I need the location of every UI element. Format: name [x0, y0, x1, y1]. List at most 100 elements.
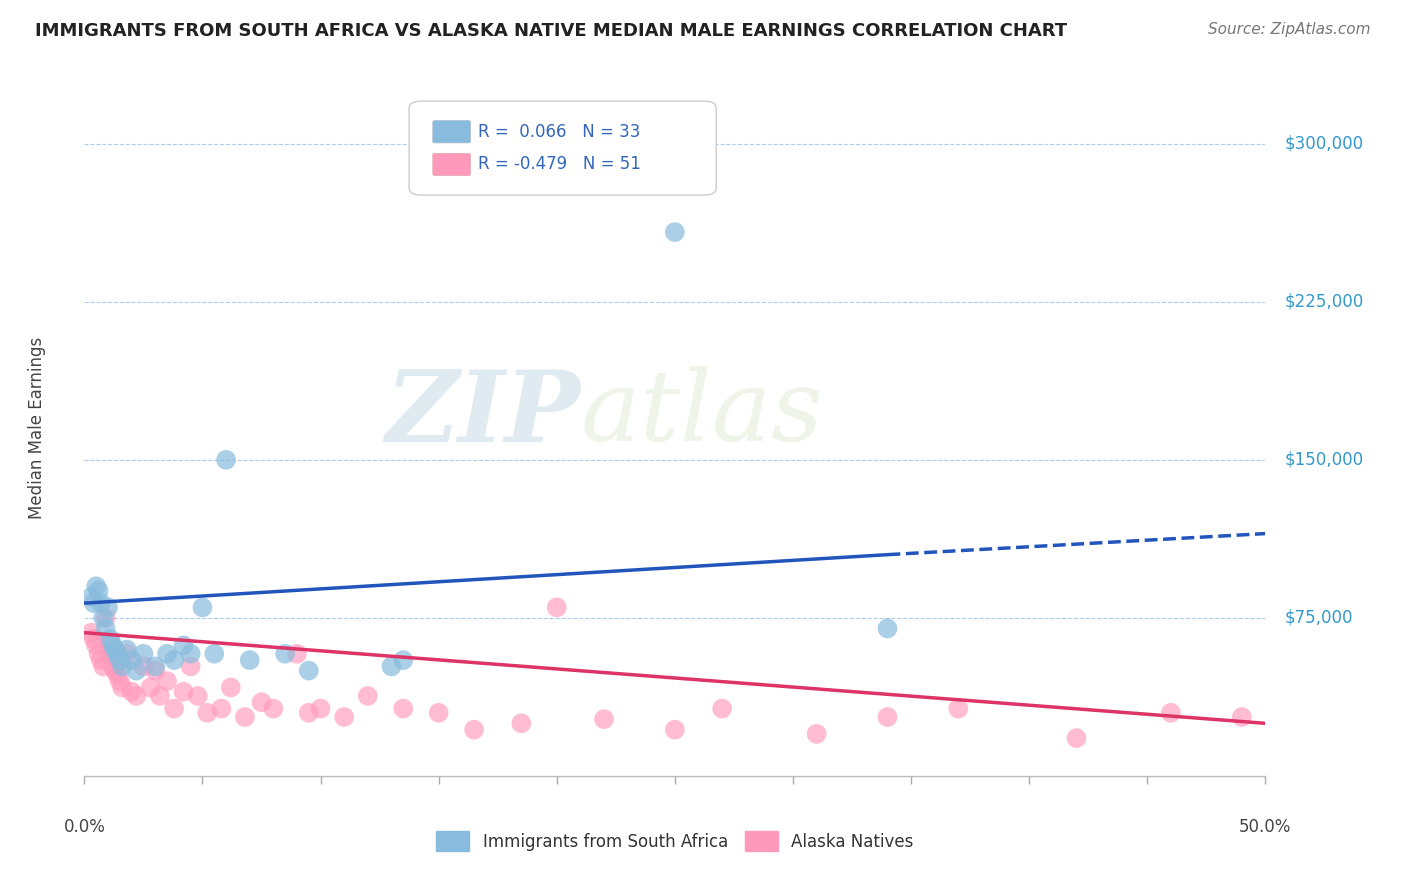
Point	[392, 701, 415, 715]
Point	[91, 611, 114, 625]
Point	[80, 590, 103, 604]
Point	[173, 638, 195, 652]
Point	[97, 600, 120, 615]
Point	[121, 653, 143, 667]
Text: $75,000: $75,000	[1284, 609, 1353, 627]
Point	[149, 689, 172, 703]
Point	[156, 674, 179, 689]
Text: atlas: atlas	[581, 367, 823, 462]
Point	[125, 689, 148, 703]
Point	[180, 647, 202, 661]
Text: R =  0.066   N = 33: R = 0.066 N = 33	[478, 123, 640, 141]
Text: $300,000: $300,000	[1284, 135, 1364, 153]
Point	[87, 583, 110, 598]
Point	[84, 638, 107, 652]
Point	[143, 664, 166, 678]
Point	[806, 727, 828, 741]
Point	[215, 452, 238, 467]
Point	[98, 647, 121, 661]
Point	[180, 659, 202, 673]
Point	[298, 706, 321, 720]
Point	[115, 647, 138, 661]
Point	[309, 701, 332, 715]
Point	[156, 647, 179, 661]
FancyBboxPatch shape	[409, 101, 716, 195]
Point	[380, 659, 402, 673]
Point	[83, 632, 105, 646]
Point	[90, 653, 112, 667]
Point	[1066, 731, 1088, 745]
Point	[107, 668, 129, 682]
Point	[948, 701, 970, 715]
Text: $150,000: $150,000	[1284, 450, 1364, 469]
Point	[163, 701, 186, 715]
Text: 50.0%: 50.0%	[1239, 818, 1292, 836]
Point	[274, 647, 297, 661]
Point	[357, 689, 380, 703]
Point	[143, 659, 166, 673]
Legend: Immigrants from South Africa, Alaska Natives: Immigrants from South Africa, Alaska Nat…	[429, 824, 921, 858]
Point	[285, 647, 308, 661]
Point	[195, 706, 218, 720]
Point	[101, 659, 124, 673]
Point	[98, 632, 121, 646]
Point	[91, 659, 114, 673]
Point	[250, 695, 273, 709]
Point	[876, 622, 898, 636]
Point	[664, 723, 686, 737]
Point	[664, 225, 686, 239]
Point	[463, 723, 485, 737]
Point	[173, 684, 195, 698]
Text: Source: ZipAtlas.com: Source: ZipAtlas.com	[1208, 22, 1371, 37]
Point	[233, 710, 256, 724]
Text: $225,000: $225,000	[1284, 293, 1364, 310]
Point	[115, 642, 138, 657]
Point	[111, 681, 134, 695]
Point	[202, 647, 225, 661]
Point	[1160, 706, 1182, 720]
Text: R = -0.479   N = 51: R = -0.479 N = 51	[478, 155, 641, 173]
Point	[87, 647, 110, 661]
Point	[125, 664, 148, 678]
Point	[239, 653, 262, 667]
Point	[546, 600, 568, 615]
Point	[121, 684, 143, 698]
Point	[107, 647, 129, 661]
Point	[108, 653, 131, 667]
Point	[333, 710, 356, 724]
Text: 0.0%: 0.0%	[63, 818, 105, 836]
Point	[711, 701, 734, 715]
Point	[94, 622, 117, 636]
Text: IMMIGRANTS FROM SOUTH AFRICA VS ALASKA NATIVE MEDIAN MALE EARNINGS CORRELATION C: IMMIGRANTS FROM SOUTH AFRICA VS ALASKA N…	[35, 22, 1067, 40]
Point	[101, 638, 124, 652]
Text: Median Male Earnings: Median Male Earnings	[28, 337, 46, 519]
Point	[1230, 710, 1253, 724]
Point	[187, 689, 209, 703]
Point	[427, 706, 450, 720]
Point	[163, 653, 186, 667]
Point	[104, 642, 127, 657]
Point	[132, 647, 155, 661]
Point	[593, 712, 616, 726]
Point	[83, 596, 105, 610]
Point	[90, 596, 112, 610]
Point	[209, 701, 232, 715]
Point	[876, 710, 898, 724]
Point	[132, 659, 155, 673]
Point	[262, 701, 284, 715]
FancyBboxPatch shape	[433, 153, 471, 176]
Point	[392, 653, 415, 667]
Point	[94, 611, 117, 625]
Point	[80, 625, 103, 640]
Point	[191, 600, 214, 615]
Point	[219, 681, 242, 695]
Point	[104, 664, 127, 678]
Point	[298, 664, 321, 678]
Point	[139, 681, 162, 695]
Point	[97, 638, 120, 652]
Text: ZIP: ZIP	[385, 366, 581, 462]
Point	[108, 674, 131, 689]
Point	[84, 579, 107, 593]
Point	[111, 659, 134, 673]
Point	[510, 716, 533, 731]
